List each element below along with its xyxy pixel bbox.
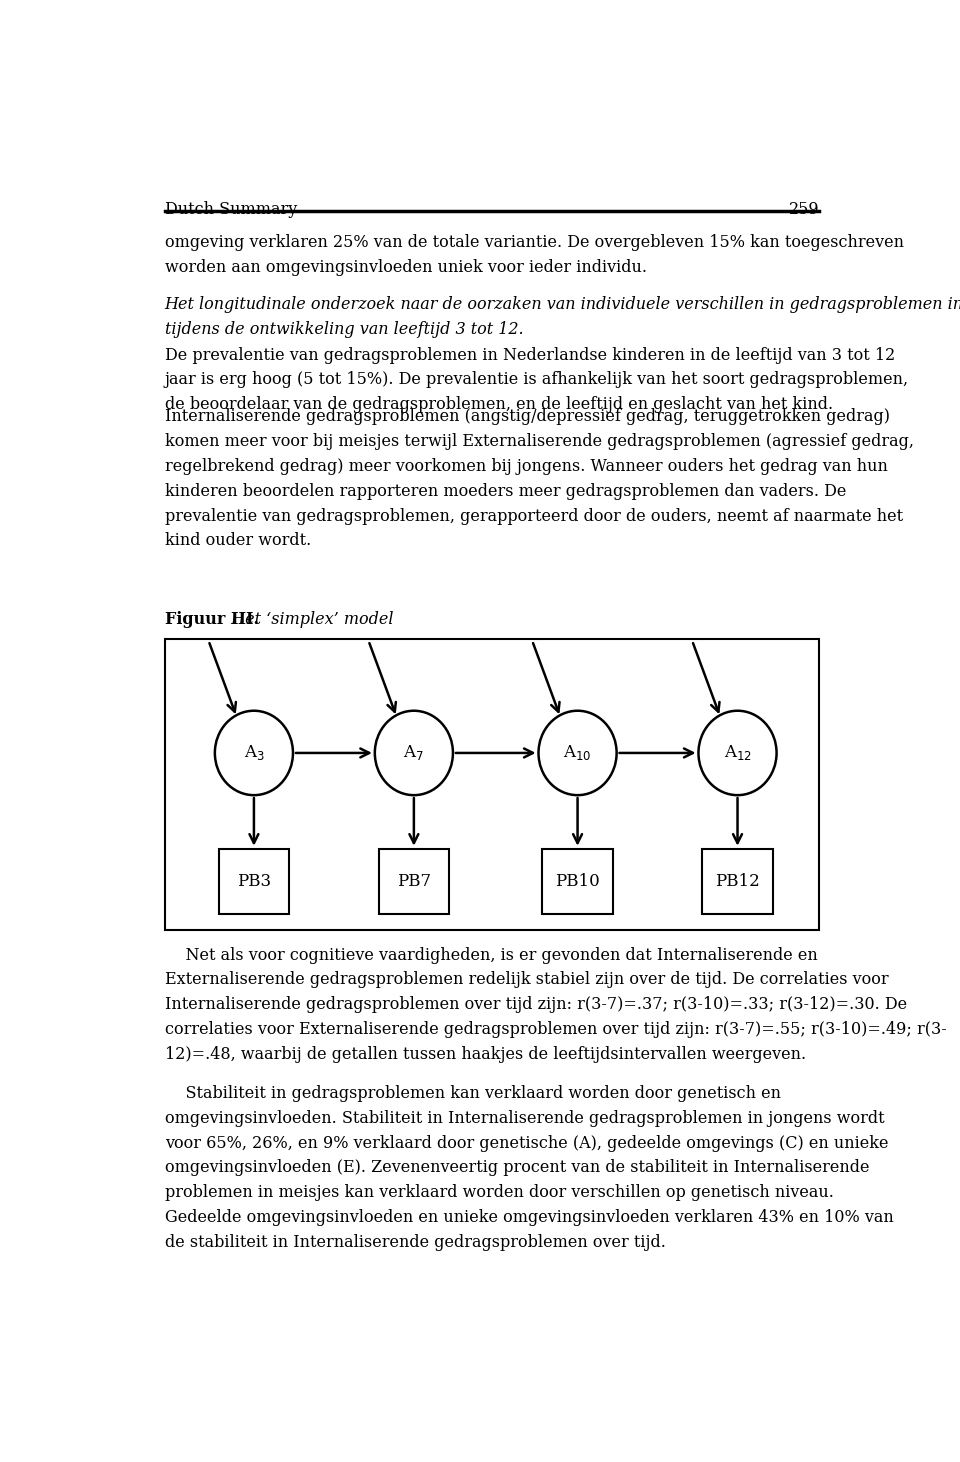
Text: A$_3$: A$_3$: [244, 744, 264, 763]
Text: Internaliserende gedragsproblemen (angstig/depressief gedrag, teruggetrokken ged: Internaliserende gedragsproblemen (angst…: [165, 408, 914, 550]
Text: omgeving verklaren 25% van de totale variantie. De overgebleven 15% kan toegesch: omgeving verklaren 25% van de totale var…: [165, 234, 903, 276]
Text: 259: 259: [789, 202, 820, 218]
Text: Dutch Summary: Dutch Summary: [165, 202, 297, 218]
Text: PB3: PB3: [237, 873, 271, 890]
Text: A$_7$: A$_7$: [403, 744, 424, 763]
FancyBboxPatch shape: [542, 848, 612, 914]
Text: A$_{10}$: A$_{10}$: [564, 744, 591, 763]
Text: Het ‘simplex’ model: Het ‘simplex’ model: [227, 611, 394, 629]
FancyBboxPatch shape: [378, 848, 449, 914]
Text: Stabiliteit in gedragsproblemen kan verklaard worden door genetisch en
omgevings: Stabiliteit in gedragsproblemen kan verk…: [165, 1085, 894, 1251]
Text: Figuur III.: Figuur III.: [165, 611, 258, 629]
Text: A$_{12}$: A$_{12}$: [724, 744, 752, 763]
Text: De prevalentie van gedragsproblemen in Nederlandse kinderen in de leeftijd van 3: De prevalentie van gedragsproblemen in N…: [165, 346, 909, 414]
FancyBboxPatch shape: [702, 848, 773, 914]
Text: PB10: PB10: [555, 873, 600, 890]
Text: Net als voor cognitieve vaardigheden, is er gevonden dat Internaliserende en
Ext: Net als voor cognitieve vaardigheden, is…: [165, 946, 947, 1063]
Text: Het longitudinale onderzoek naar de oorzaken van individuele verschillen in gedr: Het longitudinale onderzoek naar de oorz…: [165, 295, 960, 338]
Text: PB7: PB7: [396, 873, 431, 890]
FancyBboxPatch shape: [165, 639, 820, 930]
Text: PB12: PB12: [715, 873, 760, 890]
FancyBboxPatch shape: [219, 848, 289, 914]
